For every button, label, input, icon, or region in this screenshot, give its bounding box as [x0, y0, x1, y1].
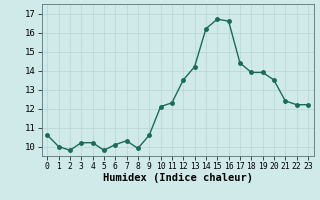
X-axis label: Humidex (Indice chaleur): Humidex (Indice chaleur) — [103, 173, 252, 183]
